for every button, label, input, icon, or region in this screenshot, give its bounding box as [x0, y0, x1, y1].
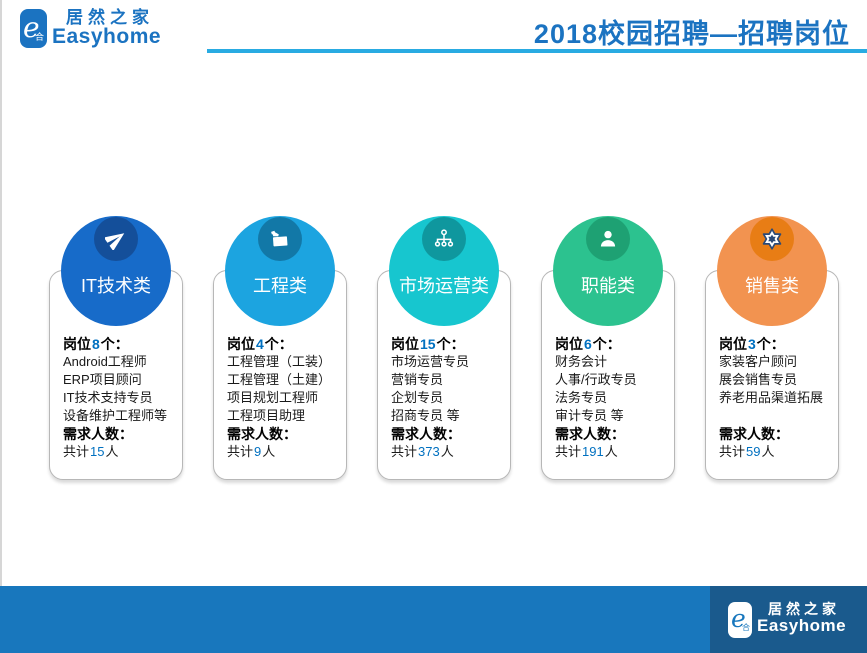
card-body: 岗位4个： 工程管理（工装） 工程管理（土建） 项目规划工程师 工程项目助理 需… — [227, 335, 342, 461]
toolbox-icon — [258, 217, 302, 261]
card-body: 岗位3个： 家装客户顾问 展会销售专员 养老用品渠道拓展 需求人数： 共计59人 — [719, 335, 834, 461]
job-line: 养老用品渠道拓展 — [719, 390, 824, 405]
logo-name-en: Easyhome — [52, 25, 162, 48]
person-icon — [586, 217, 630, 261]
job-line: 招商专员 等 — [391, 408, 460, 423]
total-line: 共计9人 — [227, 444, 276, 459]
badge-star-icon — [750, 217, 794, 261]
category-label: 工程类 — [253, 276, 307, 296]
card-functional: 职能类 岗位6个： 财务会计 人事/行政专员 法务专员 审计专员 等 需求人数：… — [541, 216, 675, 480]
category-circle: IT技术类 — [61, 216, 171, 326]
job-line: 市场运营专员 — [391, 354, 470, 369]
logo-name-cn: 居然之家 — [66, 8, 154, 27]
logo-wordmark: 居然之家 Easyhome — [52, 8, 162, 48]
footer-logo-name-cn: 居然之家 — [768, 600, 840, 617]
job-line: 财务会计 — [555, 354, 608, 369]
category-circle: 职能类 — [553, 216, 663, 326]
job-line: 工程管理（土建） — [227, 372, 332, 387]
logo-e-glyph: e — [23, 11, 40, 44]
footer-logo-name-en: Easyhome — [757, 615, 847, 635]
total-line: 共计15人 — [63, 444, 119, 459]
demand-heading: 需求人数： — [391, 426, 461, 442]
job-line: 家装客户顾问 — [719, 354, 798, 369]
total-line: 共计59人 — [719, 444, 775, 459]
job-line: 工程项目助理 — [227, 408, 306, 423]
card-body: 岗位8个： Android工程师 ERP项目顾问 IT技术支持专员 设备维护工程… — [63, 335, 178, 461]
category-circle: 工程类 — [225, 216, 335, 326]
category-circle: 销售类 — [717, 216, 827, 326]
paper-plane-icon — [94, 217, 138, 261]
category-label: 市场运营类 — [399, 276, 489, 296]
logo-e-glyph: e — [731, 603, 746, 633]
footer-dark-block: e 合 居然之家 Easyhome — [710, 586, 867, 653]
page-title: 2018校园招聘—招聘岗位 — [533, 19, 850, 49]
demand-heading: 需求人数： — [63, 426, 133, 442]
org-chart-icon — [422, 217, 466, 261]
category-label: 销售类 — [745, 276, 799, 296]
job-line: 法务专员 — [555, 390, 608, 405]
card-body: 岗位6个： 财务会计 人事/行政专员 法务专员 审计专员 等 需求人数： 共计1… — [555, 335, 670, 461]
job-line: 设备维护工程师等 — [63, 408, 168, 423]
positions-heading: 岗位4个： — [227, 336, 293, 352]
category-circle: 市场运营类 — [389, 216, 499, 326]
total-line: 共计373人 — [391, 444, 454, 459]
job-line: 企划专员 — [391, 390, 444, 405]
card-body: 岗位15个： 市场运营专员 营销专员 企划专员 招商专员 等 需求人数： 共计3… — [391, 335, 506, 461]
demand-heading: 需求人数： — [719, 426, 789, 442]
positions-heading: 岗位15个： — [391, 336, 465, 352]
demand-heading: 需求人数： — [555, 426, 625, 442]
job-line: 项目规划工程师 — [227, 390, 319, 405]
job-line: Android工程师 — [63, 354, 147, 369]
footer-logo-wordmark: 居然之家 Easyhome — [757, 600, 847, 635]
card-sales: 销售类 岗位3个： 家装客户顾问 展会销售专员 养老用品渠道拓展 需求人数： 共… — [705, 216, 839, 480]
positions-heading: 岗位6个： — [555, 336, 621, 352]
logo-sub-glyph: 合 — [34, 32, 44, 42]
slide-edge-line — [0, 0, 2, 586]
footer-easyhome-logo-icon: e 合 — [728, 601, 752, 638]
job-line: 审计专员 等 — [555, 408, 624, 423]
category-cards: IT技术类 岗位8个： Android工程师 ERP项目顾问 IT技术支持专员 … — [49, 216, 839, 480]
logo-sub-glyph: 合 — [742, 622, 750, 632]
demand-heading: 需求人数： — [227, 426, 297, 442]
title-underline — [207, 49, 867, 53]
job-line: 展会销售专员 — [719, 372, 798, 387]
easyhome-logo-icon: e 合 — [20, 9, 47, 48]
total-line: 共计191人 — [555, 444, 618, 459]
job-line — [719, 407, 834, 425]
category-label: 职能类 — [581, 276, 635, 296]
job-line: 工程管理（工装） — [227, 354, 332, 369]
positions-heading: 岗位8个： — [63, 336, 129, 352]
job-line: 人事/行政专员 — [555, 372, 637, 387]
footer-bar: e 合 居然之家 Easyhome — [0, 586, 867, 653]
job-line: ERP项目顾问 — [63, 372, 142, 387]
easyhome-logo: e 合 居然之家 Easyhome — [20, 9, 161, 48]
job-line: 营销专员 — [391, 372, 444, 387]
category-label: IT技术类 — [81, 276, 151, 296]
card-engineering: 工程类 岗位4个： 工程管理（工装） 工程管理（土建） 项目规划工程师 工程项目… — [213, 216, 347, 480]
positions-heading: 岗位3个： — [719, 336, 785, 352]
footer-easyhome-logo: e 合 居然之家 Easyhome — [728, 600, 847, 638]
card-marketing: 市场运营类 岗位15个： 市场运营专员 营销专员 企划专员 招商专员 等 需求人… — [377, 216, 511, 480]
card-it: IT技术类 岗位8个： Android工程师 ERP项目顾问 IT技术支持专员 … — [49, 216, 183, 480]
job-line: IT技术支持专员 — [63, 390, 153, 405]
